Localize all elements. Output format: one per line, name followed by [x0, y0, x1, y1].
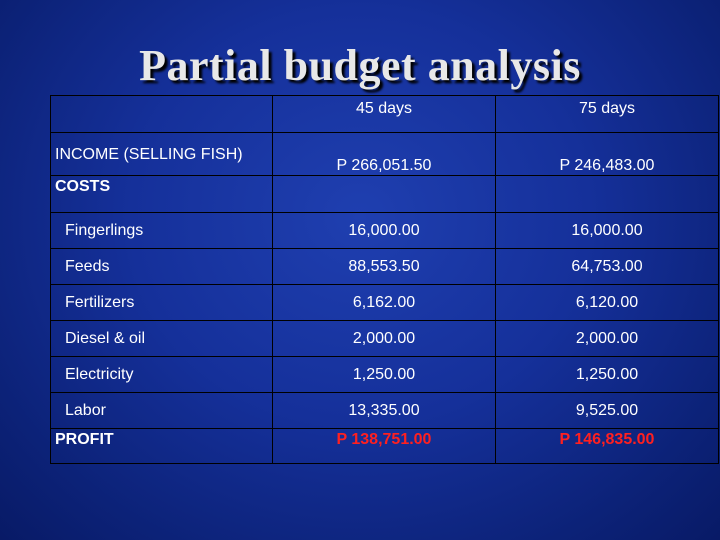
cost-item-value-75: 6,120.00	[495, 284, 719, 321]
profit-row: PROFIT P 138,751.00 P 146,835.00	[50, 428, 719, 464]
table-row: Diesel & oil 2,000.00 2,000.00	[50, 320, 719, 357]
income-value-75: P 246,483.00	[495, 132, 719, 176]
table-row: Feeds 88,553.50 64,753.00	[50, 248, 719, 285]
cost-item-value-45: 1,250.00	[272, 356, 496, 393]
cost-item-value-45: 6,162.00	[272, 284, 496, 321]
profit-value-45: P 138,751.00	[272, 428, 496, 464]
income-row: INCOME (SELLING FISH) P 266,051.50 P 246…	[50, 132, 719, 176]
costs-blank-75	[495, 175, 719, 213]
income-label: INCOME (SELLING FISH)	[50, 132, 273, 176]
cost-item-label: Electricity	[50, 356, 273, 393]
cost-item-label: Fingerlings	[50, 212, 273, 249]
header-75-days: 75 days	[495, 95, 719, 133]
cost-item-label: Diesel & oil	[50, 320, 273, 357]
cost-item-value-45: 2,000.00	[272, 320, 496, 357]
costs-blank-45	[272, 175, 496, 213]
cost-item-value-75: 16,000.00	[495, 212, 719, 249]
cost-item-value-45: 13,335.00	[272, 392, 496, 429]
table-row: Fingerlings 16,000.00 16,000.00	[50, 212, 719, 249]
header-blank-cell	[50, 95, 273, 133]
cost-item-label: Feeds	[50, 248, 273, 285]
income-value-45: P 266,051.50	[272, 132, 496, 176]
cost-item-label: Fertilizers	[50, 284, 273, 321]
profit-value-75: P 146,835.00	[495, 428, 719, 464]
cost-item-label: Labor	[50, 392, 273, 429]
costs-row: COSTS	[50, 175, 719, 213]
cost-item-value-75: 9,525.00	[495, 392, 719, 429]
cost-item-value-75: 2,000.00	[495, 320, 719, 357]
table-row: Fertilizers 6,162.00 6,120.00	[50, 284, 719, 321]
cost-item-value-45: 16,000.00	[272, 212, 496, 249]
profit-label: PROFIT	[50, 428, 273, 464]
cost-item-value-75: 64,753.00	[495, 248, 719, 285]
table-header-row: 45 days 75 days	[50, 95, 719, 133]
header-45-days: 45 days	[272, 95, 496, 133]
costs-label: COSTS	[50, 175, 273, 213]
budget-table: 45 days 75 days INCOME (SELLING FISH) P …	[50, 95, 719, 464]
table-row: Labor 13,335.00 9,525.00	[50, 392, 719, 429]
slide-title: Partial budget analysis	[139, 41, 581, 90]
cost-item-value-75: 1,250.00	[495, 356, 719, 393]
cost-item-value-45: 88,553.50	[272, 248, 496, 285]
table-row: Electricity 1,250.00 1,250.00	[50, 356, 719, 393]
